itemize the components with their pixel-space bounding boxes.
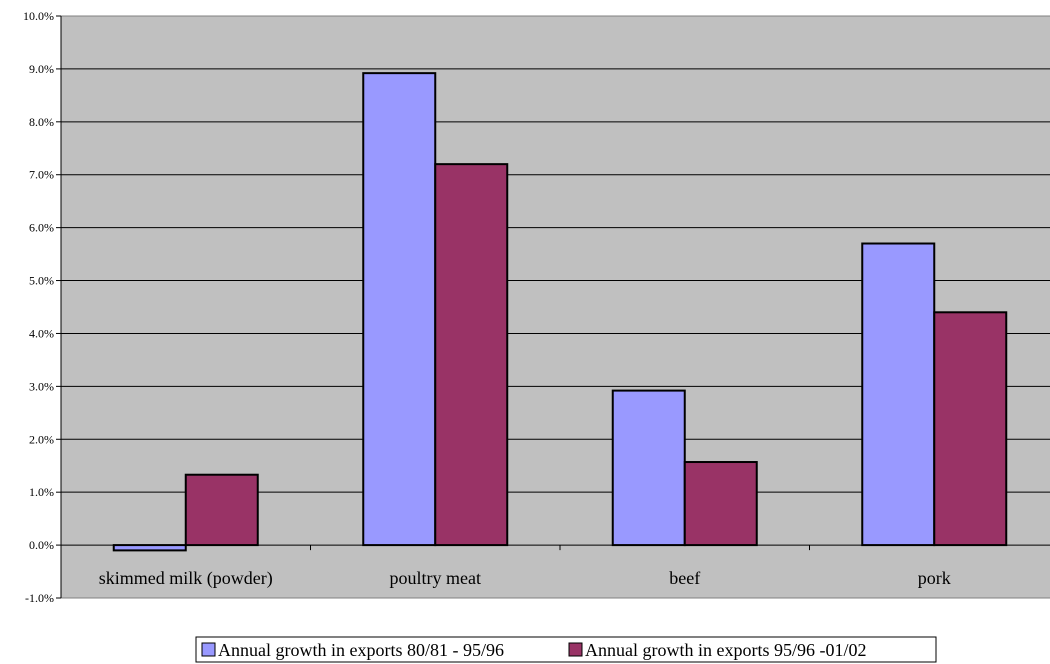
y-tick-label: 9.0% bbox=[29, 62, 54, 76]
y-tick-label: 1.0% bbox=[29, 485, 54, 499]
y-tick-label: 0.0% bbox=[29, 538, 54, 552]
y-axis-tick-labels: -1.0% 0.0% 1.0% 2.0% 3.0% 4.0% 5.0% 6.0% 7.0% 8.0… bbox=[23, 9, 54, 605]
bar-1-skimmed-milk-powder- bbox=[112, 544, 187, 552]
legend-label: Annual growth in exports 95/96 -01/02 bbox=[585, 640, 866, 660]
category-label: pork bbox=[918, 568, 951, 588]
y-tick-label: 8.0% bbox=[29, 115, 54, 129]
bar-2-poultry-meat bbox=[434, 163, 509, 547]
gridlines bbox=[61, 68, 1050, 493]
legend-swatch bbox=[568, 642, 583, 657]
legend-label: Annual growth in exports 80/81 - 95/96 bbox=[218, 640, 504, 660]
y-tick-label: -1.0% bbox=[25, 591, 54, 605]
legend-swatch bbox=[201, 642, 216, 657]
legend: Annual growth in exports 80/81 - 95/96 An… bbox=[195, 636, 937, 663]
bar-2-pork bbox=[933, 311, 1008, 547]
legend-box bbox=[195, 636, 937, 663]
y-tick-label: 10.0% bbox=[23, 9, 54, 23]
bar-2-skimmed-milk-powder- bbox=[184, 473, 259, 547]
category-label: beef bbox=[669, 568, 700, 588]
y-tick-label: 6.0% bbox=[29, 221, 54, 235]
axes bbox=[56, 15, 1050, 599]
bars bbox=[112, 72, 1008, 552]
x-axis-category-labels: skimmed milk (powder) poultry meat beef por… bbox=[99, 568, 951, 589]
category-label: skimmed milk (powder) bbox=[99, 568, 273, 589]
bar-1-pork bbox=[861, 242, 936, 547]
category-label: poultry meat bbox=[390, 568, 481, 588]
bar-2-beef bbox=[683, 461, 758, 547]
bar-1-beef bbox=[611, 389, 686, 547]
y-tick-label: 4.0% bbox=[29, 326, 54, 340]
y-tick-label: 5.0% bbox=[29, 274, 54, 288]
y-tick-label: 7.0% bbox=[29, 168, 54, 182]
y-tick-label: 3.0% bbox=[29, 379, 54, 393]
bar-1-poultry-meat bbox=[362, 72, 437, 547]
y-tick-label: 2.0% bbox=[29, 432, 54, 446]
